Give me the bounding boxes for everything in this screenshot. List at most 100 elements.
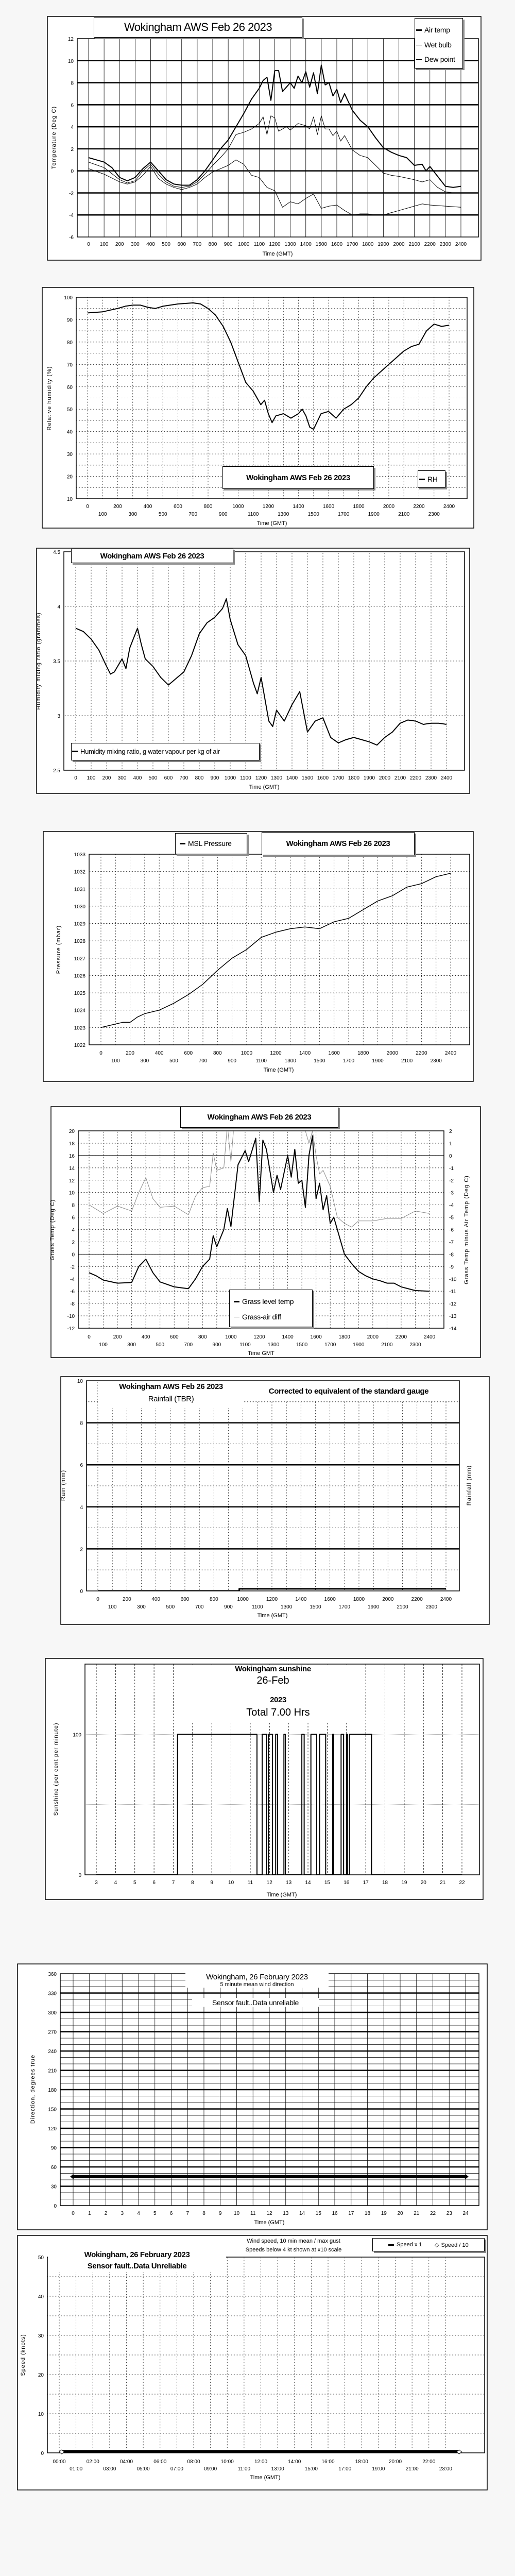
x-tick-label: 0 [87,242,90,247]
y2-tick-label: -9 [449,1264,454,1270]
series-humidity-mixing-ratio-g-water-vapour-per-kg-of-air [75,598,447,746]
y-tick-label: 40 [67,430,73,435]
x-tick-label: 1400 [300,242,312,247]
x-tick-label: 21 [440,1880,446,1886]
x-axis-title: Time (GMT) [254,2219,285,2226]
x-tick-label: 22 [459,1880,465,1886]
x-tick-label: 2200 [424,242,436,247]
y-tick-label: 1030 [74,904,86,910]
y-tick-label: 10 [67,497,73,502]
x-tick-label: 14 [299,2211,305,2216]
x-tick-label: 20:00 [389,2459,402,2465]
x-tick-label: 300 [137,1604,146,1610]
x-tick-label: 1500 [316,242,328,247]
chart-pressure: 1022 1023 1024 1025 1026 1027 1028 1029 1030 1031… [43,831,474,1082]
x-tick-label: 2100 [381,1342,393,1348]
x-tick-label: 1 [88,2211,91,2216]
x-tick-label: 4 [114,1880,117,1886]
x-axis-title: Time (GMT) [263,251,293,257]
y-tick-label: -2 [69,191,74,196]
y2-tick-label: -6 [449,1228,454,1233]
y-axis-title: Relative humidity (%) [46,366,53,431]
y-tick-label: 3.5 [53,659,60,665]
x-tick-label: 6 [152,1880,156,1886]
legend-label: MSL Pressure [188,839,232,848]
y-tick-label: 210 [48,2069,57,2074]
x-axis-title: Time GMT [248,1350,274,1357]
x-tick-label: 1000 [241,1050,253,1056]
y-tick-label: 60 [67,385,73,391]
x-tick-label: 1000 [232,504,244,510]
y-axis-title: Speed (knots) [20,2334,26,2376]
y-tick-label: 120 [48,2126,57,2132]
x-tick-label: 800 [198,1334,207,1340]
x-tick-label: 1500 [296,1342,308,1348]
y-tick-label: 1033 [74,852,86,858]
y-tick-label: 0 [54,2204,57,2209]
y-tick-label: 20 [67,474,73,480]
x-tick-label: 600 [184,1050,193,1056]
y2-tick-label: 1 [449,1141,452,1147]
x-tick-label: 1800 [357,1050,369,1056]
x-tick-label: 1500 [310,1604,321,1610]
series-grass-air-diff [89,1131,430,1228]
y-tick-label: 2.5 [53,768,60,774]
x-tick-label: 1900 [368,512,380,517]
x-tick-label: 200 [113,1334,122,1340]
rainfall-chart-subtitle: Rainfall (TBR) [148,1395,194,1403]
x-tick-label: 200 [115,242,124,247]
gridlines [60,1974,479,2206]
y-tick-label: 8 [72,1203,75,1209]
plot-area-border [76,297,468,499]
y-tick-label: 10 [38,2412,44,2417]
x-tick-label: 2400 [445,1050,457,1056]
x-tick-label: 1200 [255,775,267,781]
data-marker-diamond [70,2174,76,2179]
legend-swatch [416,59,422,60]
x-tick-label: 1300 [278,512,289,517]
y-axis-title: Rain (mm) [60,1470,66,1501]
x-tick-label: 23:00 [439,2466,452,2472]
legend-label: Speed x 1 [397,2242,422,2248]
y-tick-label: -4 [70,1277,75,1282]
chart-frame [42,287,474,529]
x-tick-label: 400 [133,775,142,781]
gridlines [89,854,470,1045]
wind-speed-header: Wind speed, 10 min mean / max gust [247,2238,340,2244]
x-tick-label: 700 [188,512,197,517]
x-tick-label: 12:00 [254,2459,267,2465]
y2-tick-label: -14 [449,1326,457,1332]
x-tick-label: 1200 [263,504,274,510]
x-tick-label: 19 [401,1880,407,1886]
y-tick-label: 6 [80,1463,83,1468]
y-tick-label: 360 [48,1972,57,1977]
legend-item-mixing-ratio: Humidity mixing ratio, g water vapour pe… [72,748,220,755]
x-tick-label: 1900 [377,242,389,247]
grass-legend: Grass level temp Grass-air diff [229,1290,313,1327]
y-tick-label: 30 [51,2184,57,2190]
y-tick-label: -6 [69,235,74,241]
y-tick-label: 90 [67,317,73,323]
x-tick-label: 1700 [339,1604,351,1610]
x-tick-label: 2100 [398,512,410,517]
legend-item-msl-pressure: MSL Pressure [180,839,232,848]
y2-tick-label: -8 [449,1252,454,1258]
x-tick-label: 2300 [428,512,440,517]
x-tick-label: 1700 [324,1342,336,1348]
x-axis-title: Time (GMT) [258,1613,288,1619]
x-tick-label: 900 [219,512,228,517]
y-tick-label: 4 [57,604,60,610]
y-tick-label: 70 [67,362,73,368]
y-tick-label: 12 [68,37,74,42]
y-axis-title: Humidity mixing ratio (grammes) [36,612,42,709]
x-tick-label: 1300 [285,1058,297,1064]
x-tick-label: 1400 [299,1050,311,1056]
x-tick-label: 06:00 [153,2459,166,2465]
chart-rainfall: 0246810010020030040050060070080090010001… [60,1376,490,1625]
chart-temperature: -6 -4 -2 0 2 4 6 8 10 12 0 100 200 300 400 500 600 700 800… [47,16,482,261]
x-tick-label: 08:00 [187,2459,200,2465]
y-tick-label: 100 [73,1732,81,1738]
x-tick-label: 100 [108,1604,117,1610]
x-tick-label: 1900 [372,1058,384,1064]
chart-frame [17,1963,488,2230]
